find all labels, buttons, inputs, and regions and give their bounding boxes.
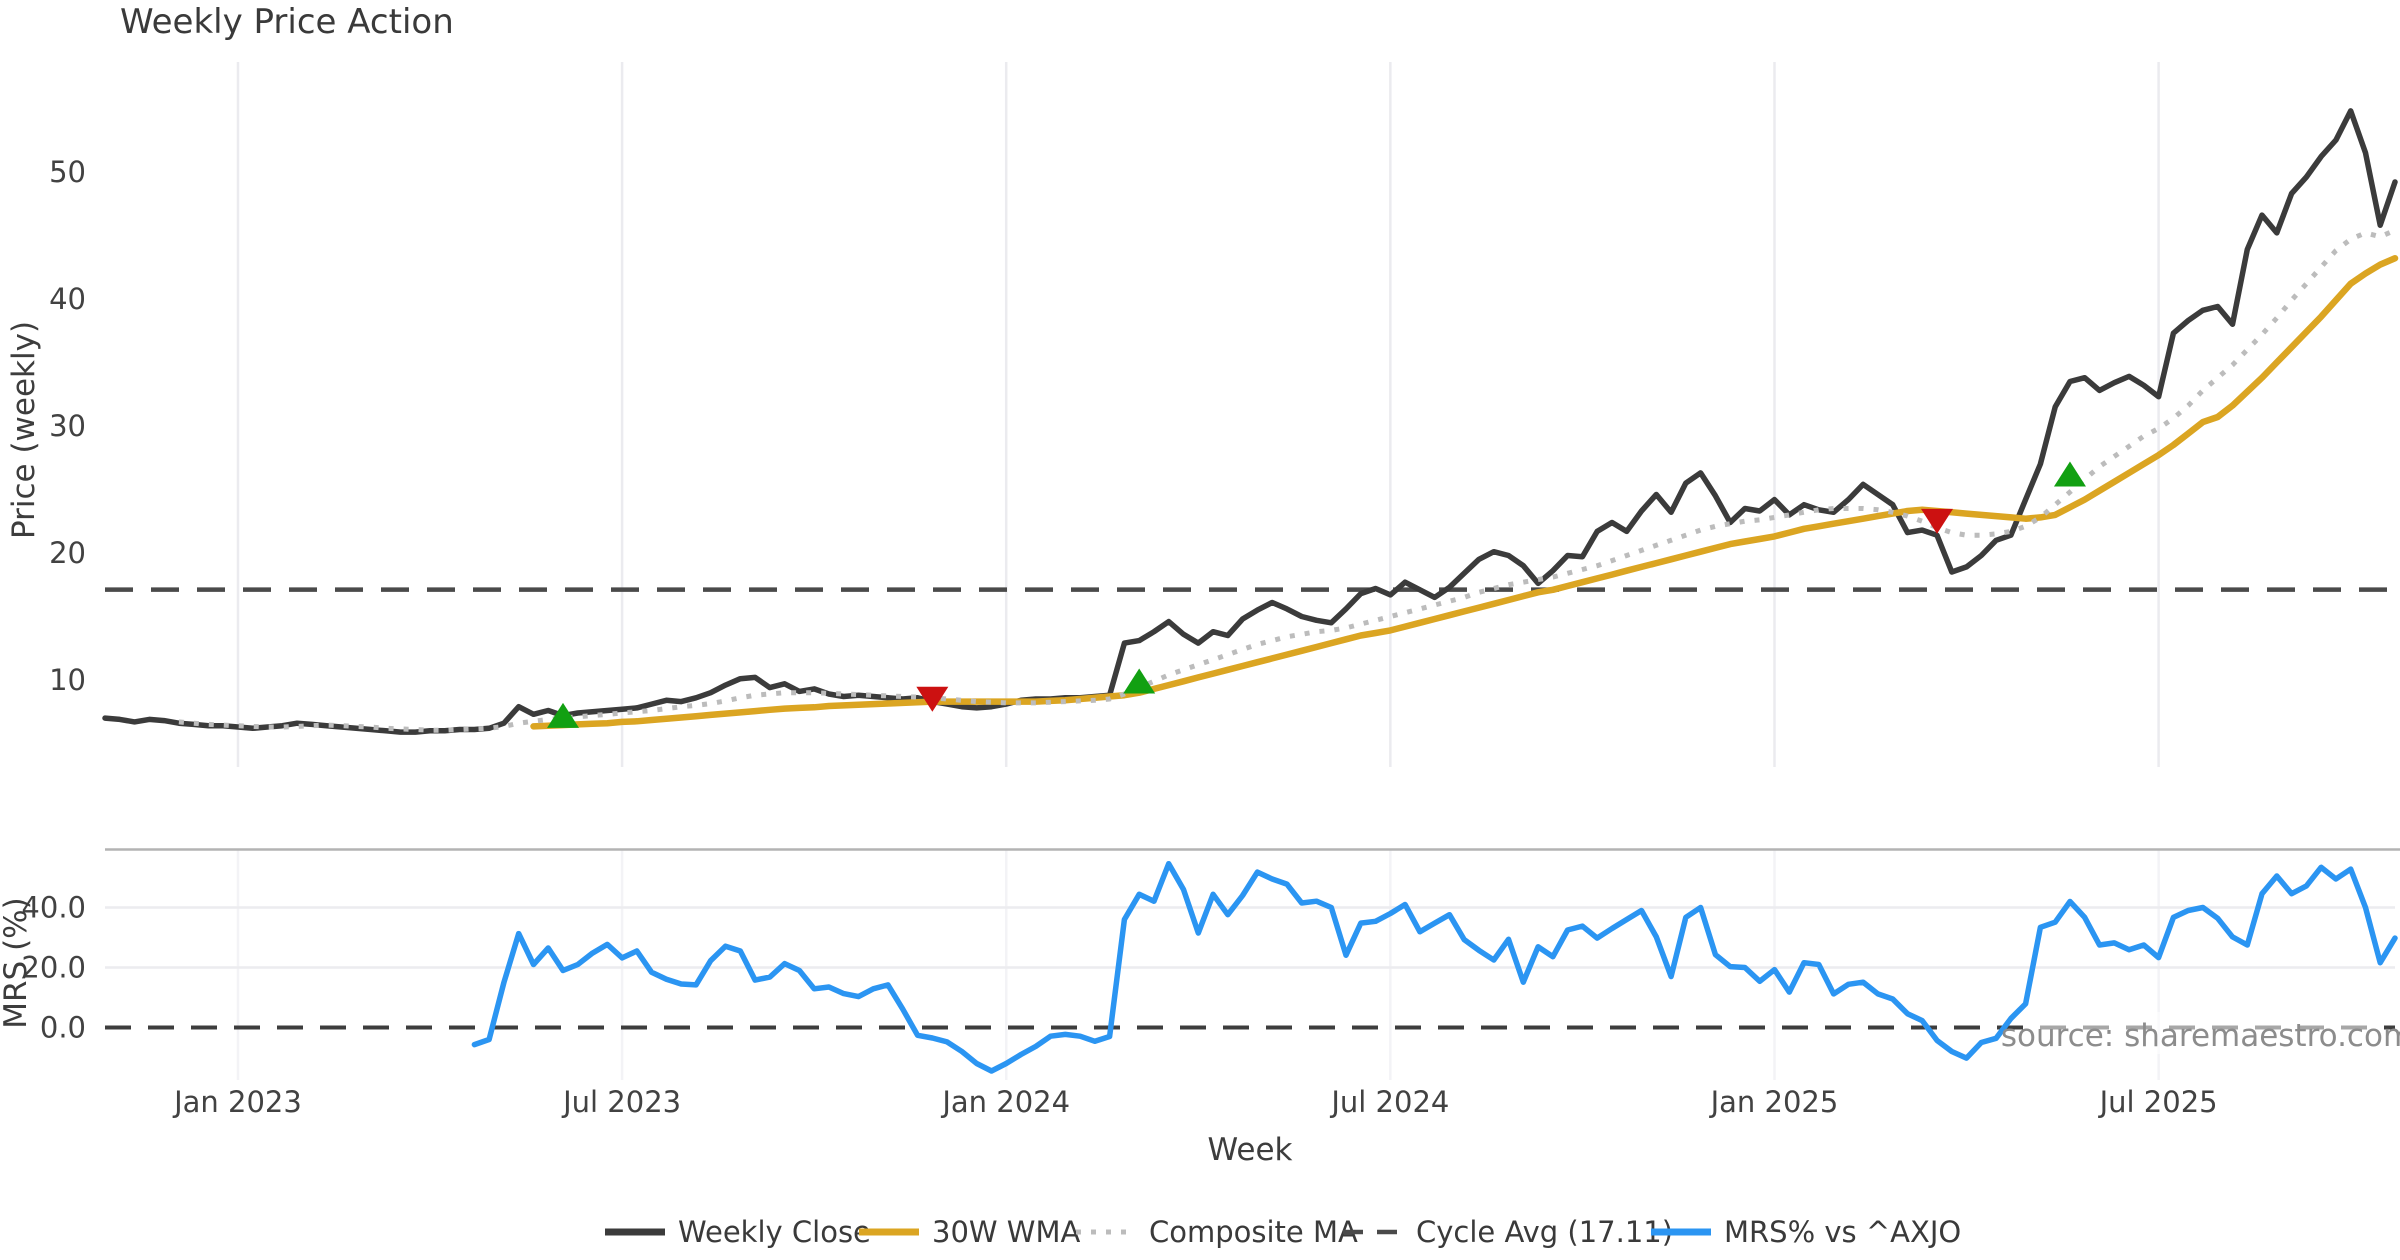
mrs-line	[471, 860, 2398, 1074]
x-tick-label: Jul 2023	[561, 1085, 681, 1119]
gridlines	[105, 62, 2400, 1080]
legend-item-mrs: MRS% vs ^AXJO	[1651, 1215, 1961, 1249]
x-tick-label: Jul 2024	[1329, 1085, 1449, 1119]
mrs-tick-label: 20.0	[21, 951, 86, 985]
sell-signal-marker	[1921, 508, 1953, 534]
mrs-tick-label: 40.0	[21, 891, 86, 925]
mrs-tick-label: 0.0	[40, 1011, 86, 1045]
price-tick-label: 20	[49, 536, 86, 570]
legend-label: Weekly Close	[678, 1215, 871, 1249]
price-tick-label: 10	[49, 663, 86, 697]
mrs-axis-label: MRS (%)	[0, 897, 34, 1028]
legend-item-weekly-close: Weekly Close	[605, 1215, 871, 1249]
x-tick-label: Jan 2025	[1709, 1085, 1839, 1119]
chart-series	[102, 108, 2399, 1074]
legend-item-cycle-avg: Cycle Avg (17.11)	[1343, 1215, 1673, 1249]
price-axis-label: Price (weekly)	[6, 321, 42, 539]
buy-signal-marker	[1123, 668, 1156, 694]
legend-item-composite-ma: Composite MA	[1076, 1215, 1358, 1249]
x-tick-label: Jan 2023	[172, 1085, 302, 1119]
wma-30w-line	[530, 255, 2399, 730]
legend: Weekly Close 30W WMA Composite MA Cycle …	[605, 1215, 1961, 1249]
signal-markers	[547, 461, 2086, 728]
buy-signal-marker	[547, 702, 579, 728]
price-tick-label: 40	[49, 282, 86, 316]
price-tick-label: 30	[49, 409, 86, 443]
sell-signal-marker	[916, 686, 949, 712]
buy-signal-marker	[2053, 461, 2086, 487]
legend-item-30w-wma: 30W WMA	[859, 1215, 1080, 1249]
weekly-close-line	[102, 108, 2398, 735]
x-tick-label: Jul 2025	[2098, 1085, 2218, 1119]
axis-ticks: 10 20 30 40 50 0.0 20.0 40.0 Jan 2023 Jul 2023 Jan…	[21, 155, 2217, 1119]
chart-title: Weekly Price Action	[120, 2, 454, 42]
source-watermark: source: sharemaestro.com	[2001, 1012, 2400, 1054]
legend-label: 30W WMA	[932, 1215, 1080, 1249]
legend-label: Composite MA	[1149, 1215, 1358, 1249]
source-watermark-bg	[2036, 1012, 2380, 1054]
legend-label: Cycle Avg (17.11)	[1416, 1215, 1673, 1249]
legend-label: MRS% vs ^AXJO	[1724, 1215, 1961, 1249]
x-axis-label: Week	[1208, 1132, 1293, 1168]
source-text: source: sharemaestro.com	[2001, 1018, 2400, 1054]
x-tick-label: Jan 2024	[940, 1085, 1070, 1119]
price-tick-label: 50	[49, 155, 86, 189]
